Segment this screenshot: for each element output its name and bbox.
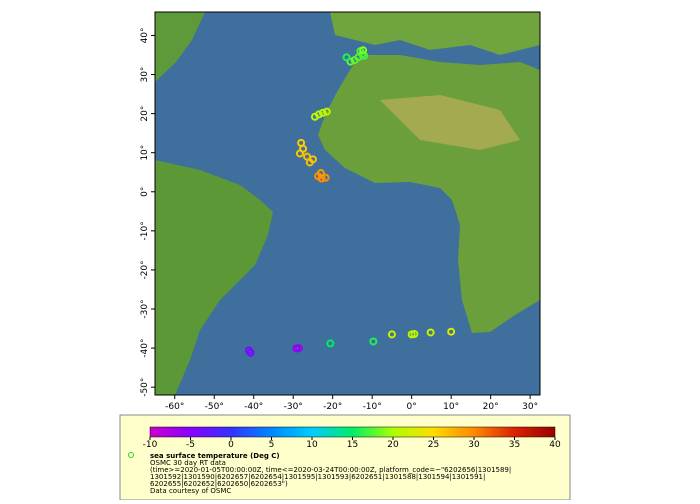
lon-tick-label: 10°	[443, 402, 459, 412]
legend-marker	[128, 452, 134, 458]
colorbar-tick-label: 40	[549, 440, 561, 450]
data-point	[410, 330, 419, 339]
colorbar-tick-label: 35	[509, 440, 520, 450]
lon-tick-label: 0°	[407, 402, 417, 412]
lat-tick-label: 10°	[140, 145, 150, 161]
colorbar-tick-label: 0	[228, 440, 234, 450]
lon-tick-label: -40°	[244, 402, 263, 412]
data-point	[295, 149, 304, 158]
lon-tick-label: -50°	[205, 402, 224, 412]
data-point	[447, 327, 456, 336]
lat-tick-label: -30°	[140, 299, 150, 318]
lon-tick-label: 30°	[522, 402, 538, 412]
colorbar-tick-label: 10	[306, 440, 318, 450]
lon-tick-label: -20°	[323, 402, 342, 412]
lon-tick-label: -60°	[165, 402, 184, 412]
data-point	[359, 46, 368, 55]
data-point	[369, 337, 378, 346]
colorbar-tick-label: 20	[387, 440, 399, 450]
colorbar-tick-label: -5	[186, 440, 195, 450]
desert	[380, 95, 520, 150]
data-point	[322, 107, 331, 116]
colorbar-tick-label: 15	[347, 440, 358, 450]
data-point	[318, 108, 327, 117]
land	[155, 160, 273, 395]
colorbar-tick-label: 30	[468, 440, 480, 450]
lat-tick-label: 40°	[140, 27, 150, 43]
data-point	[294, 344, 303, 353]
data-point	[326, 339, 335, 348]
legend-query: (time>=2020-01-05T00:00:00Z, time<=2020-…	[150, 466, 511, 474]
land	[330, 12, 540, 55]
legend-query: 1301592|1301590|6202657|6202654|1301595|…	[150, 473, 485, 481]
lat-tick-label: 0°	[140, 187, 150, 197]
data-point	[387, 330, 396, 339]
data-point	[246, 348, 255, 357]
lat-tick-label: -50°	[140, 378, 150, 397]
lat-tick-label: 20°	[140, 106, 150, 122]
legend-credit: Data courtesy of OSMC	[150, 487, 231, 495]
basemap	[155, 12, 540, 395]
data-point	[321, 173, 330, 182]
lat-tick-label: -40°	[140, 339, 150, 358]
map-frame	[154, 11, 541, 396]
data-point	[426, 328, 435, 337]
colorbar	[149, 426, 556, 438]
land	[155, 12, 205, 82]
data-point	[316, 169, 325, 178]
points	[244, 46, 456, 357]
data-point	[346, 57, 355, 66]
lat-tick-label: -20°	[140, 260, 150, 279]
lon-tick-label: -30°	[284, 402, 303, 412]
legend-query: 6202655|6202652|6202650|6202653")	[150, 480, 288, 488]
legend-variable: sea surface temperature (Deg C)	[150, 452, 280, 460]
data-point	[350, 56, 359, 65]
data-point	[308, 155, 317, 164]
data-point	[342, 53, 351, 62]
lon-tick-label: 20°	[483, 402, 499, 412]
lat-tick-label: -10°	[140, 221, 150, 240]
lon-tick-label: -10°	[363, 402, 382, 412]
legend-dataset: OSMC 30 day RT data	[150, 459, 226, 467]
colorbar-tick-label: 25	[428, 440, 439, 450]
colorbar-tick-label: 5	[269, 440, 275, 450]
data-point	[310, 112, 319, 121]
lat-tick-label: 30°	[140, 67, 150, 83]
colorbar-tick-label: -10	[143, 440, 158, 450]
